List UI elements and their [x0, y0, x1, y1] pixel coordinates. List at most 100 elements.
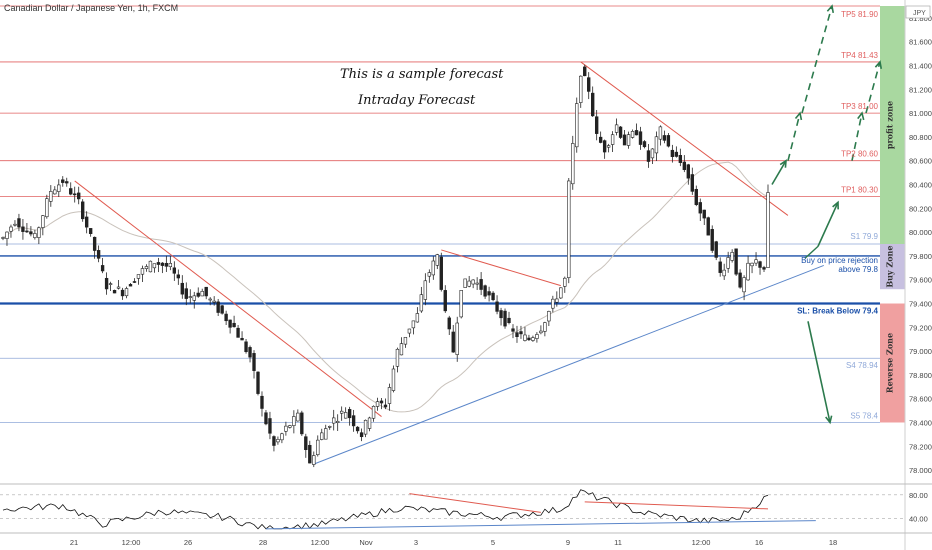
candle [156, 257, 161, 273]
arrow-shaft [787, 112, 801, 161]
candle-body [475, 282, 479, 285]
candle-body [511, 328, 515, 332]
candle-body [379, 400, 384, 404]
candle-body [84, 216, 89, 228]
candle-body [443, 290, 447, 312]
candle-body [710, 229, 714, 251]
candle [710, 225, 714, 253]
candle [503, 308, 507, 329]
candle-body [451, 331, 455, 353]
candle-body [124, 288, 129, 297]
candle-body [304, 436, 308, 450]
candle [65, 177, 69, 187]
candle [519, 325, 523, 339]
candle [136, 274, 141, 285]
price-tick: 78.400 [909, 419, 932, 428]
chart-title: Canadian Dollar / Japanese Yen, 1h, FXCM [4, 3, 179, 13]
candle-body [463, 278, 467, 288]
candle [276, 436, 280, 445]
candle-body [638, 131, 643, 145]
candle [108, 281, 113, 292]
candle [280, 432, 284, 444]
candle-body [602, 140, 607, 153]
currency-badge [905, 5, 931, 19]
currency-label: JPY [913, 10, 926, 17]
candle-body [375, 401, 380, 407]
candle [25, 222, 29, 234]
level-label: TP3 81.00 [841, 102, 878, 111]
candle [666, 133, 671, 148]
price-tick: 80.800 [909, 133, 932, 142]
candle-body [212, 300, 216, 303]
candle [13, 220, 17, 227]
time-axis[interactable]: 21 12:00 26 28 12:00 Nov 3 5 9 11 12:00 16 18 [0, 532, 932, 547]
candle [204, 286, 208, 300]
arrow-shaft [804, 245, 819, 259]
candle-body [156, 262, 161, 265]
candle [33, 229, 37, 240]
candle-body [33, 233, 37, 238]
candle-body [176, 274, 180, 279]
candle-body [587, 77, 591, 92]
candle-body [45, 198, 49, 218]
candle [375, 397, 380, 411]
rsi-trendline [584, 501, 769, 510]
candle-body [387, 387, 392, 404]
candle-body [320, 432, 324, 440]
candle-body [144, 266, 149, 270]
time-tick: 28 [259, 538, 267, 547]
candle-body [766, 192, 770, 268]
candle-body [539, 330, 543, 334]
candle [614, 118, 619, 136]
candle-body [662, 135, 667, 141]
candle [575, 97, 579, 153]
candle [630, 129, 635, 139]
candle [49, 185, 53, 207]
candle-body [575, 103, 579, 148]
candle-body [654, 136, 659, 154]
zone-label: Buy Zone [885, 246, 895, 288]
time-tick: 11 [614, 538, 622, 547]
candle-body [220, 305, 224, 314]
candle [248, 345, 252, 363]
candle-body [81, 201, 85, 220]
forecast-arrow [801, 4, 835, 114]
candle-body [674, 151, 679, 157]
arrow-head [874, 60, 883, 69]
candle [347, 406, 352, 426]
candle-body [670, 149, 675, 157]
candle [244, 338, 248, 354]
price-tick: 81.400 [909, 62, 932, 71]
candle [284, 421, 288, 436]
candle [487, 286, 491, 302]
candle-body [208, 298, 212, 301]
candle-body [706, 217, 710, 236]
candle [84, 211, 89, 234]
candle-body [100, 265, 105, 272]
candle-body [678, 155, 683, 163]
candle-body [25, 230, 29, 233]
candle [662, 130, 667, 144]
candle [682, 155, 687, 173]
candle [746, 255, 750, 281]
candle-body [423, 280, 428, 300]
candle [17, 213, 21, 232]
candle-body [196, 292, 200, 297]
candle [216, 298, 220, 316]
candle-body [308, 444, 312, 464]
candle [451, 324, 455, 353]
rsi-line [2, 489, 769, 530]
candle [304, 433, 308, 458]
candle-body [1, 237, 5, 239]
resistance-trendline [580, 61, 789, 216]
forecast-note-2: Intraday Forecast [358, 93, 476, 108]
forecast-arrow [807, 321, 833, 425]
zone-bar [880, 6, 905, 244]
candle-body [626, 134, 631, 146]
level-label: S5 78.4 [850, 412, 878, 421]
candle-body [355, 426, 360, 432]
price-tick: 81.200 [909, 85, 932, 94]
candle [73, 186, 77, 203]
